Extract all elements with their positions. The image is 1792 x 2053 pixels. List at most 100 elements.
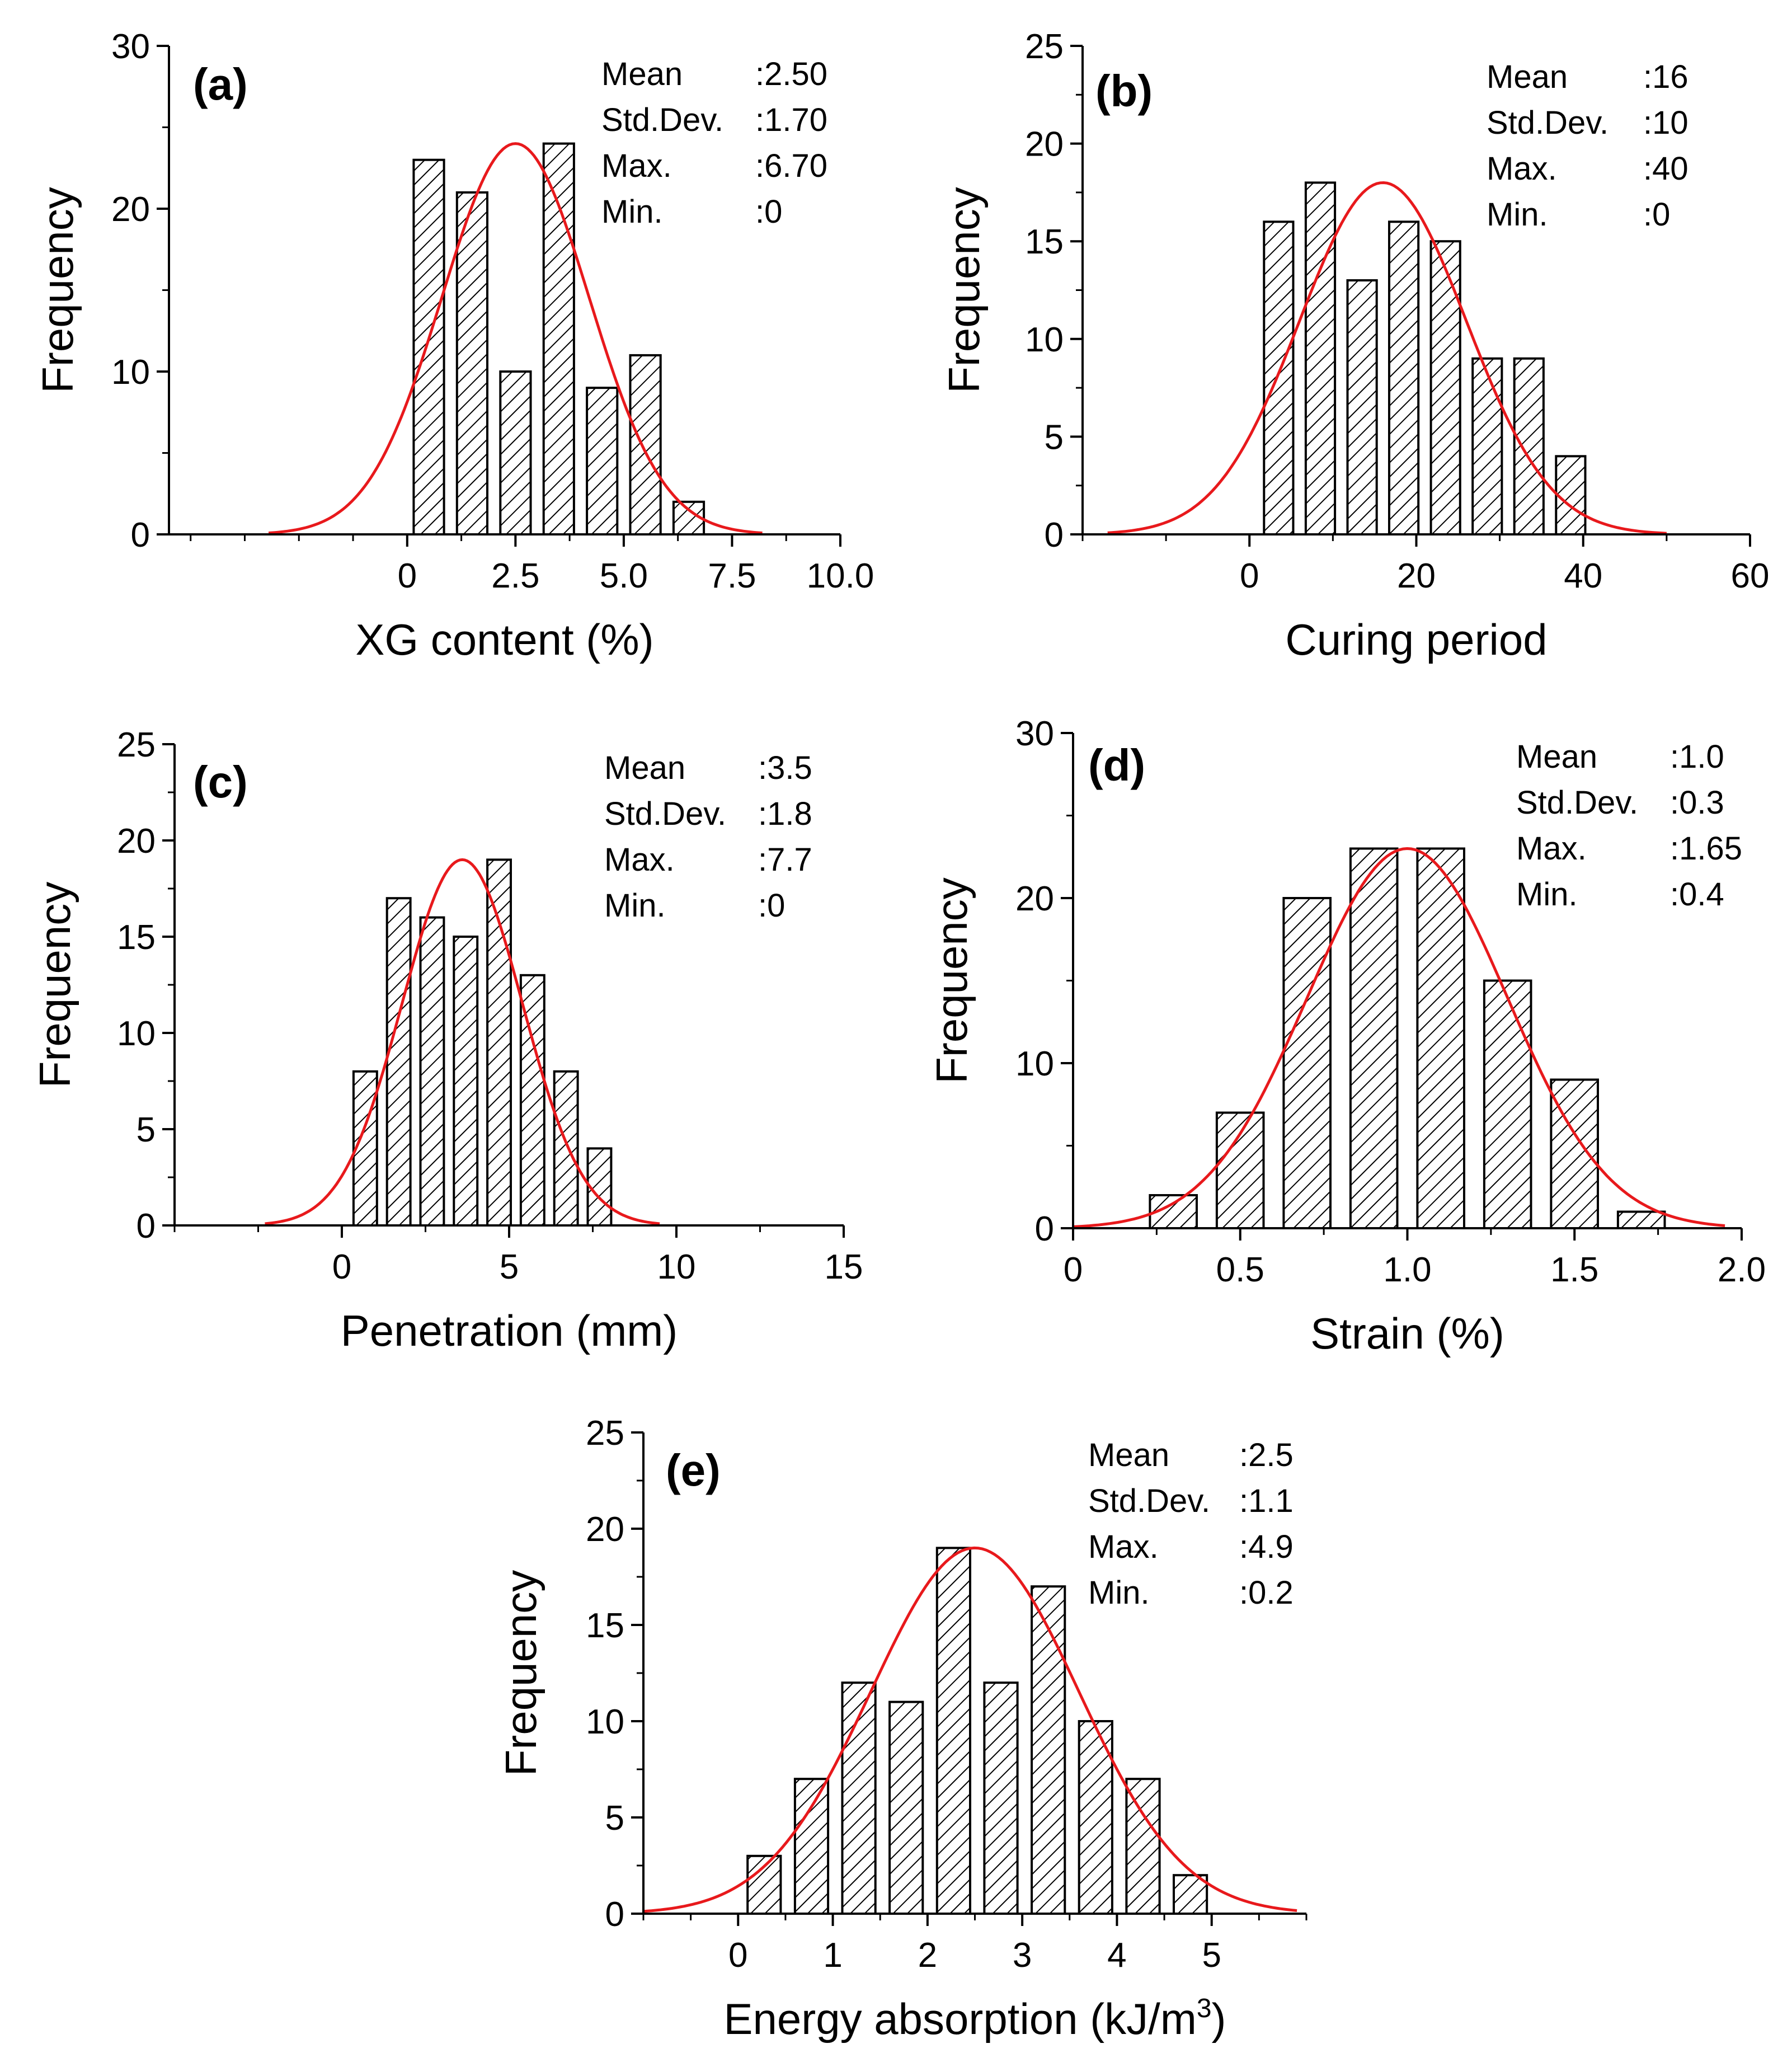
- stat-label: Std.Dev.: [1516, 784, 1638, 821]
- x-tick-label: 2.5: [491, 557, 539, 595]
- histogram-bar: [841, 1681, 877, 1915]
- x-axis-title: Curing period: [1285, 615, 1547, 664]
- y-tick-label: 0: [605, 1895, 624, 1934]
- stat-value: :6.70: [755, 148, 827, 184]
- x-tick-label: 1: [823, 1936, 842, 1975]
- histogram-bar: [1550, 1078, 1599, 1229]
- histogram-bar: [1173, 1874, 1208, 1915]
- y-tick-label: 5: [605, 1799, 624, 1838]
- stat-value: :1.70: [755, 102, 827, 138]
- y-axis-title: Frequency: [496, 1570, 545, 1777]
- stat-value: :3.5: [758, 750, 812, 786]
- panel-tag: (c): [193, 757, 248, 807]
- stat-label: Min.: [604, 887, 666, 924]
- histogram-bar: [1513, 357, 1545, 535]
- x-tick-label: 0: [398, 557, 417, 595]
- y-tick-label: 25: [586, 1414, 624, 1453]
- x-tick-label: 5.0: [600, 557, 648, 595]
- histogram-bar: [1471, 357, 1503, 535]
- y-axis-title: Frequency: [33, 187, 82, 393]
- x-tick-label: 60: [1731, 557, 1770, 595]
- stat-label: Std.Dev.: [1487, 105, 1608, 141]
- histogram-bar: [1031, 1585, 1066, 1915]
- stat-label: Mean: [1487, 59, 1568, 95]
- stat-value: :16: [1643, 59, 1688, 95]
- stat-label: Max.: [604, 842, 675, 878]
- histogram-bar: [1215, 1111, 1265, 1229]
- histogram-bar: [1388, 220, 1420, 535]
- histogram-bar: [1346, 279, 1378, 535]
- panel-tag: (d): [1088, 740, 1145, 790]
- y-tick-label: 10: [117, 1014, 156, 1053]
- stat-label: Min.: [1088, 1575, 1150, 1611]
- histogram-bar: [412, 158, 445, 535]
- y-tick-label: 20: [1025, 125, 1064, 164]
- stat-value: :0.3: [1670, 784, 1724, 821]
- y-axis-title: Frequency: [927, 877, 976, 1084]
- stat-label: Min.: [601, 194, 663, 230]
- stat-label: Mean: [1088, 1437, 1169, 1473]
- stat-value: :0: [1643, 196, 1670, 233]
- x-tick-label: 2: [918, 1936, 937, 1975]
- y-tick-label: 5: [137, 1111, 156, 1149]
- stat-label: Std.Dev.: [601, 102, 723, 138]
- histogram-bar: [352, 1070, 378, 1227]
- stat-value: :40: [1643, 151, 1688, 187]
- x-tick-label: 4: [1107, 1936, 1126, 1975]
- normal-fit-curve: [1107, 181, 1667, 535]
- stat-value: :0: [755, 194, 782, 230]
- y-tick-label: 25: [1025, 27, 1064, 66]
- x-tick-label: 10: [657, 1248, 696, 1286]
- histogram-bar: [499, 370, 532, 535]
- stat-value: :0.4: [1670, 876, 1724, 913]
- histogram-bar: [1429, 240, 1461, 535]
- histogram-bar: [629, 354, 662, 536]
- y-tick-label: 20: [117, 822, 156, 861]
- stat-label: Max.: [1088, 1529, 1159, 1565]
- y-tick-label: 10: [586, 1703, 624, 1741]
- x-axis-title-end: ): [1212, 1994, 1226, 2043]
- histogram-bar: [1349, 847, 1399, 1229]
- stat-value: :1.65: [1670, 830, 1742, 867]
- y-tick-label: 25: [117, 726, 156, 764]
- normal-fit-curve: [1073, 847, 1725, 1228]
- stat-label: Mean: [601, 56, 683, 92]
- histogram-bar: [1555, 455, 1587, 535]
- stat-label: Min.: [1487, 196, 1548, 233]
- stat-value: :10: [1643, 105, 1688, 141]
- histogram-bar: [385, 897, 412, 1227]
- y-axis-title: Frequency: [939, 187, 989, 393]
- stat-value: :4.9: [1239, 1529, 1294, 1565]
- stat-value: :1.0: [1670, 739, 1724, 775]
- x-tick-label: 5: [1202, 1936, 1221, 1975]
- x-tick-label: 5: [500, 1248, 519, 1286]
- y-tick-label: 15: [586, 1606, 624, 1645]
- x-tick-label: 10.0: [807, 557, 874, 595]
- x-axis-title: Penetration (mm): [341, 1306, 678, 1355]
- x-axis-title: XG content (%): [355, 615, 653, 664]
- stat-label: Max.: [601, 148, 672, 184]
- y-axis-title: Frequency: [30, 882, 79, 1088]
- stat-value: :0.2: [1239, 1575, 1294, 1611]
- x-axis-title: Energy absorption (kJ/m3): [723, 1994, 1226, 2043]
- stat-label: Mean: [604, 750, 685, 786]
- y-tick-label: 0: [137, 1207, 156, 1246]
- histogram-bar: [455, 191, 488, 535]
- stat-value: :2.50: [755, 56, 827, 92]
- histogram-bar: [1263, 220, 1295, 535]
- x-tick-label: 0.5: [1216, 1251, 1264, 1289]
- histogram-bar: [1483, 979, 1532, 1229]
- y-tick-label: 20: [111, 190, 150, 229]
- x-tick-label: 0: [728, 1936, 747, 1975]
- x-tick-label: 0: [1064, 1251, 1083, 1289]
- y-tick-label: 5: [1045, 418, 1064, 457]
- histogram-bar: [486, 858, 512, 1227]
- stat-label: Mean: [1516, 739, 1597, 775]
- x-tick-label: 40: [1564, 557, 1602, 595]
- panel-b: 0 5 10 15 20 25 0 20 40 60 Frequency Curing period (…: [939, 27, 1769, 664]
- y-tick-label: 30: [1015, 715, 1054, 753]
- y-tick-label: 0: [1045, 516, 1064, 555]
- histogram-bar: [1282, 897, 1332, 1229]
- y-tick-label: 20: [1015, 880, 1054, 918]
